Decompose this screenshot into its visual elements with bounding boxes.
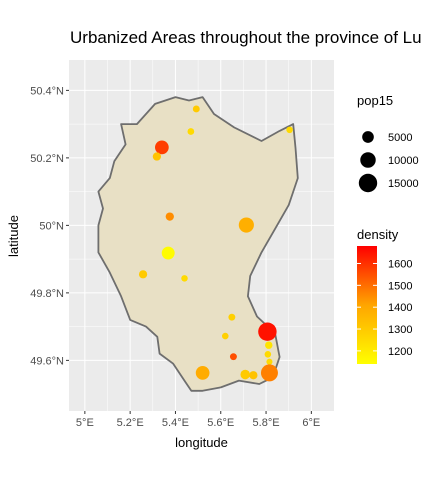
chart-title: Urbanized Areas throughout the province … (70, 28, 422, 47)
size-legend-key (360, 152, 376, 168)
urban-area-point (266, 358, 273, 365)
urban-area-point (138, 270, 148, 279)
urban-area-point (222, 332, 229, 340)
urban-area-point (264, 351, 272, 358)
color-legend-title: density (357, 227, 399, 242)
urban-area-point (181, 275, 188, 282)
y-tick-label: 50°N (39, 220, 64, 232)
urban-area-point (165, 212, 174, 221)
urban-area-point (195, 366, 210, 380)
x-tick-label: 5.8°E (253, 417, 280, 429)
x-tick-label: 6°E (302, 417, 320, 429)
urban-area-point (192, 105, 200, 113)
size-legend-key (358, 173, 378, 193)
colorbar-label: 1200 (388, 346, 412, 358)
x-axis-title: longitude (175, 435, 228, 450)
urban-area-point (238, 217, 254, 233)
size-legend-title: pop15 (357, 93, 393, 108)
x-tick-label: 5°E (76, 417, 94, 429)
urban-area-points (138, 105, 293, 382)
x-axis-ticks: 5°E 5.2°E 5.4°E 5.6°E 5.8°E 6°E (76, 411, 320, 429)
x-tick-label: 5.4°E (162, 417, 189, 429)
x-tick-label: 5.6°E (207, 417, 234, 429)
urban-area-point (161, 246, 175, 260)
colorbar-label: 1500 (388, 280, 412, 292)
urban-area-point (229, 353, 237, 361)
urban-area-point (286, 126, 293, 134)
colorbar-label: 1400 (388, 302, 412, 314)
size-legend-label: 5000 (388, 132, 412, 144)
urban-area-point (260, 364, 278, 382)
y-axis-title: latitude (6, 215, 21, 257)
urban-area-point (228, 313, 236, 321)
size-legend-label: 15000 (388, 178, 419, 190)
urban-area-point (152, 152, 162, 161)
color-legend: density 1200 1300 1400 1500 1600 (357, 227, 412, 364)
size-legend-label: 10000 (388, 155, 419, 167)
y-axis-ticks: 49.6°N 49.8°N 50°N 50.2°N 50.4°N (30, 85, 69, 367)
colorbar-label: 1600 (388, 258, 412, 270)
size-legend: pop15 5000 10000 15000 (357, 93, 419, 193)
x-tick-label: 5.2°E (117, 417, 144, 429)
y-tick-label: 49.6°N (30, 355, 64, 367)
density-colorbar (357, 246, 377, 364)
y-tick-label: 50.2°N (30, 153, 64, 165)
urban-area-point (258, 322, 277, 341)
urban-area-point (155, 140, 169, 155)
urban-area-point (240, 369, 250, 380)
y-tick-label: 50.4°N (30, 85, 64, 97)
y-tick-label: 49.8°N (30, 288, 64, 300)
colorbar-label: 1300 (388, 324, 412, 336)
urban-area-point (249, 371, 258, 380)
urban-area-point (187, 128, 195, 135)
size-legend-key (362, 131, 374, 143)
urban-area-point (265, 341, 273, 349)
